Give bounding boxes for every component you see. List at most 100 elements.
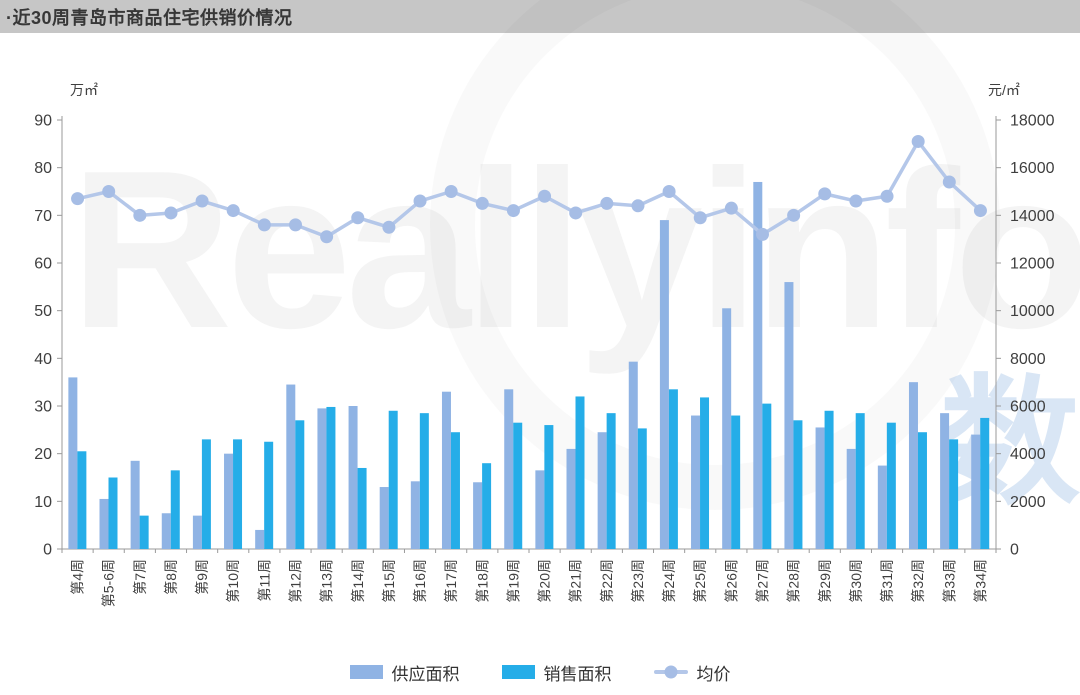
sales-bar [201,439,211,549]
price-point [351,211,365,225]
sales-bar [575,396,585,549]
supply-bar [535,470,545,549]
x-axis-label: 第30周 [848,559,864,603]
right-axis-label: 10000 [1010,303,1055,320]
chart-plot: 0 10 20 30 40 50 60 70 80 90 0 2000 4000 6000 8000 1000… [34,113,1055,608]
x-axis-label: 第10周 [225,559,241,603]
supply-bar [628,361,638,549]
page-title: ·近30周青岛市商品住宅供销价情况 [6,7,293,28]
supply-bar [130,460,140,549]
supply-bar [68,377,78,549]
sales-bar [762,403,772,549]
left-axis-label: 70 [34,208,52,225]
sales-bar [544,425,554,549]
price-point [102,185,116,198]
price-point [413,194,427,208]
price-point [475,196,489,210]
legend-label-price: 均价 [696,664,731,684]
x-axis-label: 第19周 [505,559,521,603]
left-axis-unit: 万㎡ [70,82,98,98]
price-line [77,139,982,239]
x-axis-label: 第9周 [194,559,210,595]
left-axis-label: 50 [34,303,52,320]
supply-bar [348,406,358,549]
chart-title-bar: ·近30周青岛市商品住宅供销价情况 [0,0,1080,33]
sales-bar [980,417,990,549]
sales-bar [731,415,741,549]
sales-bar [917,432,927,549]
sales-bar [855,413,865,549]
x-axis-label: 第25周 [692,559,708,603]
watermark-text-en: Reallyinfo [70,120,1080,379]
legend: 供应面积 销售面积 均价 [0,657,1080,687]
price-point [724,201,738,215]
right-axis-label: 12000 [1010,256,1055,273]
sales-bar [233,439,243,549]
sales-bar [295,420,305,549]
price-point [756,227,769,241]
supply-bar [286,384,296,549]
right-axis-label: 4000 [1010,446,1046,463]
price-point [600,196,614,210]
price-point [818,187,832,201]
supply-bar [99,498,109,549]
supply-bar [691,415,701,549]
legend-item-supply: 供应面积 [349,660,460,685]
price-point [631,199,645,213]
supply-bar [815,427,825,549]
price-point [569,206,583,220]
supply-bar [224,453,234,549]
sales-bar [357,467,367,549]
left-axis-label: 0 [43,542,52,559]
sales-bar [637,428,647,549]
x-axis-label: 第18周 [474,559,490,603]
legend-label-supply: 供应面积 [391,664,460,684]
x-axis-label: 第24周 [661,559,677,603]
price-point [226,204,240,218]
x-axis-label: 第15周 [381,559,397,603]
x-axis-label: 第21周 [568,559,584,603]
sales-bar [824,410,834,549]
price-point [320,230,334,244]
sales-bar [700,397,710,549]
supply-bar [753,181,763,549]
left-axis-label: 80 [34,160,52,177]
legend-item-price: 均价 [653,660,731,685]
price-line-swatch [653,665,688,679]
x-axis-label: 第23周 [630,559,646,603]
price-point [257,218,271,232]
x-axis-label: 第5-6周 [101,559,117,607]
price-point [942,175,956,189]
supply-bar [784,282,794,549]
sales-bar [949,439,959,549]
price-point [382,220,396,234]
supply-bar [192,515,202,549]
supply-bar [441,391,451,549]
x-axis-label: 第27周 [755,559,771,603]
supply-bar [877,465,887,549]
x-axis-label: 第22周 [599,559,615,603]
x-axis-label: 第14周 [350,559,366,603]
price-point [973,204,987,218]
right-axis-label: 2000 [1010,494,1046,511]
supply-bar [971,434,981,549]
sales-bar [793,420,803,549]
price-point [195,194,209,208]
x-axis-label: 第32周 [910,559,926,603]
right-axis-label: 18000 [1010,113,1055,130]
supply-bar [566,448,576,549]
supply-bar [410,481,420,549]
price-point [538,189,552,203]
left-axis-label: 40 [34,351,52,368]
supply-bar [317,408,327,549]
left-axis-label: 10 [34,494,52,511]
right-axis-label: 8000 [1010,351,1046,368]
price-point [880,189,894,203]
left-axis-label: 60 [34,256,52,273]
sales-bar [450,432,460,549]
price-point [787,208,801,222]
supply-bar [908,382,918,549]
supply-bar [846,448,856,549]
x-axis-label: 第4周 [70,559,86,595]
legend-item-sales: 销售面积 [501,660,612,685]
